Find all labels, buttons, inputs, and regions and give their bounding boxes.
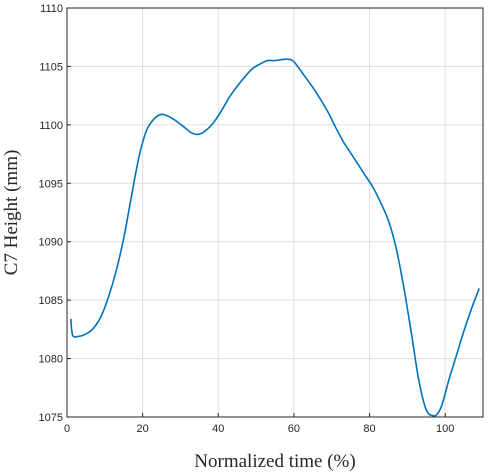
y-tick-label: 1075 [39,412,63,424]
x-tick-label: 40 [212,423,224,435]
x-tick-label: 0 [64,423,70,435]
x-tick-label: 60 [288,423,300,435]
y-tick-label: 1100 [39,120,63,132]
axis-ticks: 0 20 40 60 80 100 1075 1080 1085 1090 1095 1100 1105… [39,3,455,435]
y-tick-label: 1080 [39,354,63,366]
y-tick-label: 1085 [39,295,63,307]
x-tick-label: 100 [436,423,454,435]
series-line [69,58,480,417]
grid [66,7,483,418]
y-tick-label: 1095 [39,178,63,190]
x-tick-label: 80 [363,423,375,435]
x-axis-title: Normalized time (%) [194,451,355,472]
y-tick-label: 1110 [40,3,63,15]
y-tick-label: 1105 [39,61,63,73]
x-tick-label: 20 [137,423,149,435]
series [69,58,480,417]
plot-area-frame [66,7,484,418]
y-axis-title: C7 Height (mm) [1,150,22,276]
y-tick-label: 1090 [39,237,63,249]
